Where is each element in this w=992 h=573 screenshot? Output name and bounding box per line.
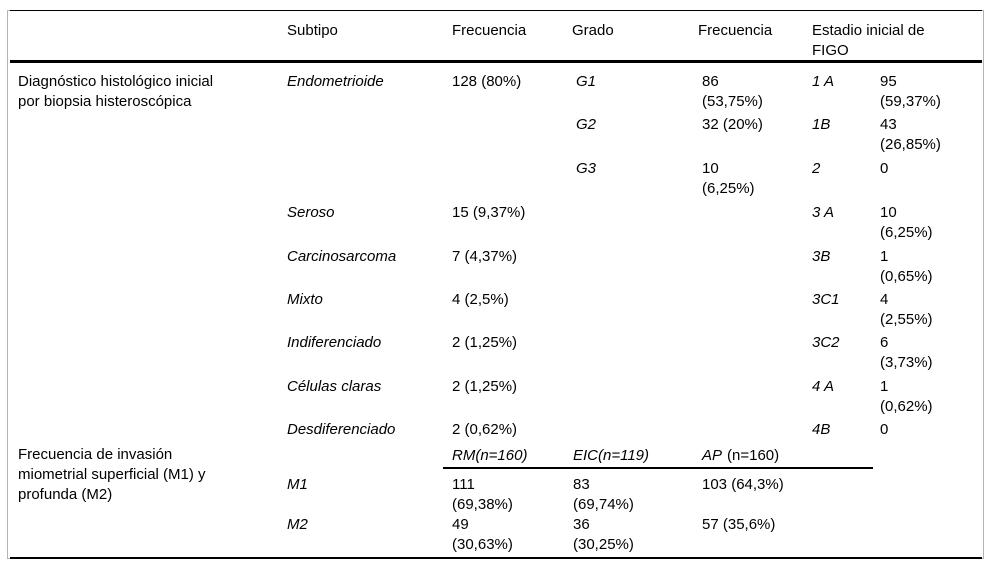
subheader-ap-n: (n=160) xyxy=(727,447,780,464)
subtype-frequency: 128 (80%) xyxy=(452,73,522,90)
invasion-rm-value: 49 (30,63%) xyxy=(452,516,513,553)
column-header-subtipo: Subtipo xyxy=(287,22,338,39)
invasion-ap-value: 103 (64,3%) xyxy=(702,476,784,493)
invasion-rm-value: 111 (69,38%) xyxy=(452,476,513,513)
column-header-figo: Estadio inicial de FIGO xyxy=(812,22,925,59)
subtype-name: Indiferenciado xyxy=(287,334,382,351)
figo-stage: 4 A xyxy=(812,378,834,395)
subheader-ap: AP (n=160) xyxy=(702,446,779,466)
figo-value: 0 xyxy=(880,160,889,177)
subheader-eic: EIC(n=119) xyxy=(573,447,650,464)
figo-stage: 3B xyxy=(812,248,831,265)
figo-value: 10 (6,25%) xyxy=(880,204,933,241)
grade-frequency: 10 (6,25%) xyxy=(702,160,755,197)
subheader-rule xyxy=(443,467,873,469)
figo-stage: 3C2 xyxy=(812,334,840,351)
figo-value: 0 xyxy=(880,421,889,438)
subtype-frequency: 2 (1,25%) xyxy=(452,378,518,395)
subtype-name: Mixto xyxy=(287,291,323,308)
subtype-name: Desdiferenciado xyxy=(287,421,396,438)
subtype-frequency: 4 (2,5%) xyxy=(452,291,509,308)
subtype-name: Endometrioide xyxy=(287,73,384,90)
grade-frequency: 32 (20%) xyxy=(702,116,763,133)
subtype-name: Carcinosarcoma xyxy=(287,248,397,265)
figo-value: 43 (26,85%) xyxy=(880,116,941,153)
grade-name: G1 xyxy=(576,73,597,90)
invasion-eic-value: 36 (30,25%) xyxy=(573,516,634,553)
subtype-frequency: 2 (1,25%) xyxy=(452,334,518,351)
column-header-frecuencia-1: Frecuencia xyxy=(452,22,527,39)
column-header-frecuencia-2: Frecuencia xyxy=(698,22,773,39)
subheader-ap-label: AP xyxy=(702,447,723,464)
grade-name: G3 xyxy=(576,160,597,177)
subtype-frequency: 2 (0,62%) xyxy=(452,421,518,438)
subtype-frequency: 15 (9,37%) xyxy=(452,204,526,221)
figo-stage: 1B xyxy=(812,116,831,133)
figo-value: 4 (2,55%) xyxy=(880,291,933,328)
figo-value: 6 (3,73%) xyxy=(880,334,933,371)
invasion-eic-value: 83 (69,74%) xyxy=(573,476,634,513)
subheader-rm: RM(n=160) xyxy=(452,447,528,464)
grade-name: G2 xyxy=(576,116,597,133)
header-bottom-rule xyxy=(10,60,982,63)
figo-value: 1 (0,65%) xyxy=(880,248,933,285)
invasion-row-name: M2 xyxy=(287,516,308,533)
figo-stage: 3 A xyxy=(812,204,834,221)
figo-stage: 2 xyxy=(812,160,821,177)
invasion-row-name: M1 xyxy=(287,476,308,493)
row-label-diagnostico: Diagnóstico histológico inicial por biop… xyxy=(18,73,214,110)
row-label-invasion: Frecuencia de invasión miometrial superf… xyxy=(18,446,206,503)
subtype-name: Seroso xyxy=(287,204,335,221)
figo-stage: 3C1 xyxy=(812,291,840,308)
figo-value: 1 (0,62%) xyxy=(880,378,933,415)
table-top-rule xyxy=(10,10,982,11)
figo-stage: 4B xyxy=(812,421,831,438)
invasion-ap-value: 57 (35,6%) xyxy=(702,516,776,533)
table-bottom-rule xyxy=(10,557,982,559)
figo-stage: 1 A xyxy=(812,73,834,90)
subtype-name: Células claras xyxy=(287,378,382,395)
column-header-grado: Grado xyxy=(572,22,614,39)
grade-frequency: 86 (53,75%) xyxy=(702,73,763,110)
figo-value: 95 (59,37%) xyxy=(880,73,941,110)
subtype-frequency: 7 (4,37%) xyxy=(452,248,518,265)
